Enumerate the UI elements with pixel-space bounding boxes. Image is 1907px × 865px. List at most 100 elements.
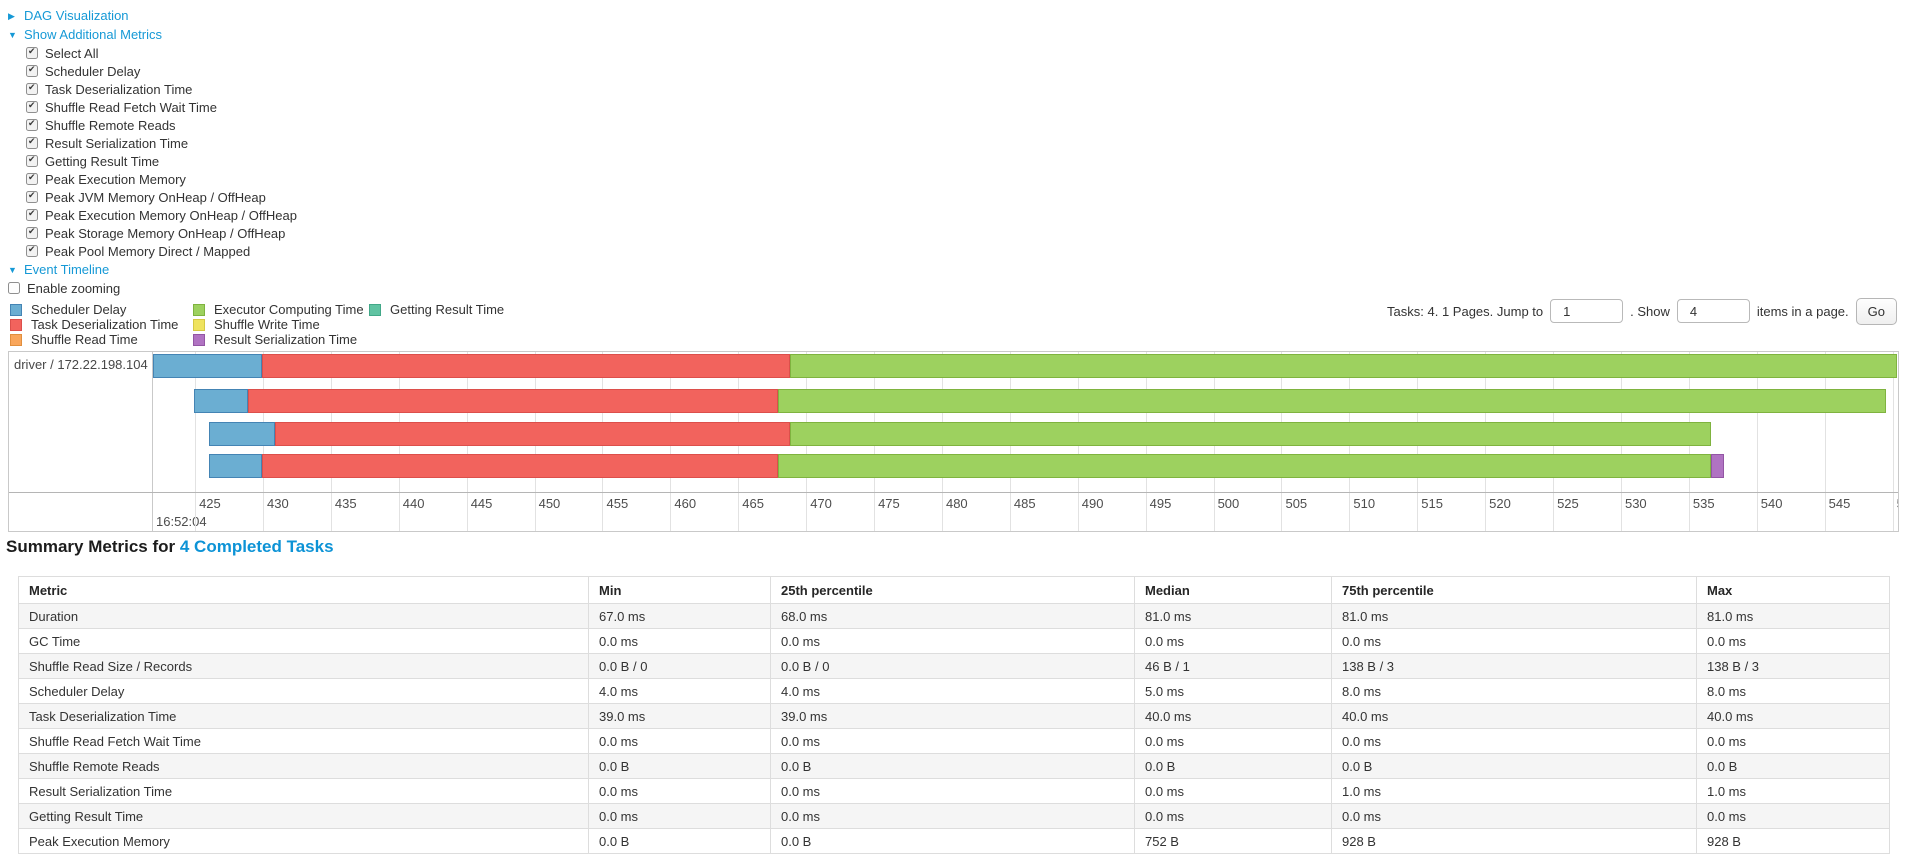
metric-value-cell: 0.0 ms	[1696, 628, 1890, 654]
metric-value-cell: 0.0 B	[1331, 753, 1697, 779]
plot-gridline	[195, 352, 197, 492]
task-bar-segment-task-deserialization[interactable]	[275, 422, 790, 446]
metric-value-cell: 81.0 ms	[1331, 603, 1697, 629]
axis-gridline	[398, 493, 400, 531]
task-bar-segment-task-deserialization[interactable]	[261, 454, 778, 478]
task-bar-segment-scheduler-delay[interactable]	[153, 354, 262, 378]
axis-tick-label: 505	[1285, 496, 1308, 511]
metric-option-select-all[interactable]: Select All	[26, 44, 297, 62]
checkbox-icon[interactable]	[26, 208, 38, 221]
metric-option-label: Scheduler Delay	[45, 63, 141, 79]
metric-value-cell: 4.0 ms	[588, 678, 771, 704]
metric-option-label: Peak Execution Memory OnHeap / OffHeap	[45, 207, 297, 223]
axis-gridline	[738, 493, 740, 531]
task-bar-segment-executor-computing[interactable]	[789, 422, 1711, 446]
axis-gridline	[1145, 493, 1147, 531]
table-header-max: Max	[1696, 576, 1890, 604]
show-additional-metrics-toggle[interactable]: Show Additional Metrics	[8, 25, 297, 44]
axis-tick-label: 460	[674, 496, 697, 511]
metric-option-shuffle-read-fetch-wait-time[interactable]: Shuffle Read Fetch Wait Time	[26, 98, 297, 116]
checkbox-icon[interactable]	[26, 136, 38, 149]
metric-option-label: Getting Result Time	[45, 153, 160, 169]
legend-item-shuffle-read-time: Shuffle Read Time	[10, 332, 178, 347]
checkbox-icon[interactable]	[26, 226, 38, 239]
checkbox-icon[interactable]	[26, 154, 38, 167]
metric-name-cell: Result Serialization Time	[18, 778, 589, 804]
axis-base-time-label: 16:52:04	[156, 514, 207, 529]
task-bar-segment-scheduler-delay[interactable]	[208, 422, 276, 446]
go-button[interactable]: Go	[1855, 297, 1897, 325]
metric-name-cell: Scheduler Delay	[18, 678, 589, 704]
axis-tick-label: 475	[878, 496, 900, 511]
metric-option-result-serialization-time[interactable]: Result Serialization Time	[26, 134, 297, 152]
enable-zooming-option[interactable]: Enable zooming	[8, 279, 297, 297]
metric-value-cell: 67.0 ms	[588, 603, 771, 629]
metric-value-cell: 81.0 ms	[1134, 603, 1332, 629]
plot-gridline	[1824, 352, 1826, 492]
metric-option-scheduler-delay[interactable]: Scheduler Delay	[26, 62, 297, 80]
metric-value-cell: 0.0 ms	[1696, 728, 1890, 754]
legend-item-label: Executor Computing Time	[214, 302, 364, 317]
checkbox-icon[interactable]	[26, 46, 38, 59]
metric-option-getting-result-time[interactable]: Getting Result Time	[26, 152, 297, 170]
table-row-scheduler-delay: Scheduler Delay 4.0 ms 4.0 ms 5.0 ms 8.0 ms 8…	[18, 678, 1890, 704]
caret-down-icon	[8, 30, 18, 40]
metric-value-cell: 0.0 B	[770, 828, 1135, 854]
metric-name-cell: Shuffle Read Size / Records	[18, 653, 589, 679]
checkbox-icon[interactable]	[26, 100, 38, 113]
checkbox-icon[interactable]	[26, 118, 38, 131]
task-bar-segment-executor-computing[interactable]	[777, 389, 1886, 413]
metric-option-peak-pool-memory-direct-mapped[interactable]: Peak Pool Memory Direct / Mapped	[26, 242, 297, 260]
checkbox-icon[interactable]	[8, 282, 20, 294]
axis-tick-label: 515	[1421, 496, 1443, 511]
metric-option-label: Peak JVM Memory OnHeap / OffHeap	[45, 189, 266, 205]
task-bar-segment-executor-computing[interactable]	[777, 454, 1711, 478]
event-timeline-toggle[interactable]: Event Timeline	[8, 260, 297, 279]
shuffle-write-time-swatch-icon	[193, 318, 205, 331]
checkbox-icon[interactable]	[26, 82, 38, 95]
completed-tasks-link[interactable]: 4 Completed Tasks	[179, 537, 334, 556]
axis-gridline	[534, 493, 536, 531]
axis-tick-label: 535	[1692, 496, 1715, 511]
metric-option-peak-execution-memory-onheap-offheap[interactable]: Peak Execution Memory OnHeap / OffHeap	[26, 206, 297, 224]
checkbox-icon[interactable]	[26, 190, 38, 203]
legend-column: Scheduler Delay Task Deserialization Time…	[10, 302, 178, 347]
checkbox-icon[interactable]	[26, 244, 38, 257]
metric-value-cell: 0.0 ms	[1134, 803, 1332, 829]
metric-option-peak-jvm-memory-onheap-offheap[interactable]: Peak JVM Memory OnHeap / OffHeap	[26, 188, 297, 206]
items-per-page-input[interactable]	[1676, 299, 1750, 323]
table-row-result-serialization-time: Result Serialization Time 0.0 ms 0.0 ms 0.0…	[18, 778, 1890, 804]
metric-option-label: Shuffle Read Fetch Wait Time	[45, 99, 217, 115]
metric-value-cell: 0.0 ms	[770, 778, 1135, 804]
metric-option-shuffle-remote-reads[interactable]: Shuffle Remote Reads	[26, 116, 297, 134]
metric-value-cell: 5.0 ms	[1134, 678, 1332, 704]
metric-value-cell: 68.0 ms	[770, 603, 1135, 629]
metric-option-label: Select All	[45, 45, 99, 61]
axis-tick-label: 525	[1557, 496, 1579, 511]
jump-to-page-input[interactable]	[1550, 299, 1624, 323]
metric-option-label: Peak Execution Memory	[45, 171, 186, 187]
executor-computing-time-swatch-icon	[193, 303, 205, 316]
checkbox-icon[interactable]	[26, 64, 38, 77]
axis-gridline	[1485, 493, 1487, 531]
metric-option-task-deserialization-time[interactable]: Task Deserialization Time	[26, 80, 297, 98]
metric-value-cell: 0.0 ms	[1331, 728, 1697, 754]
legend-item-result-serialization-time: Result Serialization Time	[193, 332, 364, 347]
dag-visualization-toggle[interactable]: DAG Visualization	[8, 6, 297, 25]
metric-value-cell: 40.0 ms	[1331, 703, 1697, 729]
metric-option-peak-execution-memory[interactable]: Peak Execution Memory	[26, 170, 297, 188]
task-bar-segment-task-deserialization[interactable]	[248, 389, 778, 413]
metric-option-label: Peak Storage Memory OnHeap / OffHeap	[45, 225, 286, 241]
task-bar-segment-result-serialization[interactable]	[1710, 454, 1725, 478]
task-bar-segment-executor-computing[interactable]	[789, 354, 1897, 378]
axis-tick-label: 430	[267, 496, 289, 511]
metric-option-peak-storage-memory-onheap-offheap[interactable]: Peak Storage Memory OnHeap / OffHeap	[26, 224, 297, 242]
metrics-options-list: Select All Scheduler Delay Task Deserializ…	[8, 44, 297, 260]
task-bar-segment-task-deserialization[interactable]	[261, 354, 790, 378]
metric-value-cell: 0.0 ms	[1134, 628, 1332, 654]
checkbox-icon[interactable]	[26, 172, 38, 185]
task-bar-segment-scheduler-delay[interactable]	[193, 389, 249, 413]
axis-tick-label: 480	[945, 496, 968, 511]
metric-value-cell: 0.0 B	[1696, 753, 1890, 779]
task-bar-segment-scheduler-delay[interactable]	[208, 454, 262, 478]
